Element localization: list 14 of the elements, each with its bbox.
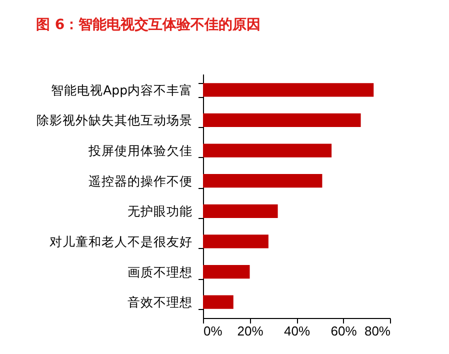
y-tick-label: 投屏使用体验欠佳 <box>88 143 192 158</box>
y-tick-label: 画质不理想 <box>128 264 192 280</box>
y-tick-label: 对儿童和老人不是很友好 <box>50 234 192 249</box>
y-tick-label: 音效不理想 <box>128 294 192 310</box>
chart-title: 图 6：智能电视交互体验不佳的原因 <box>36 16 261 33</box>
x-tick-label: 40% <box>284 324 310 338</box>
x-tick-label: 60% <box>330 324 358 338</box>
x-tick-label: 80% <box>364 324 391 338</box>
y-tick-label: 智能电视App内容不丰富 <box>51 82 192 98</box>
x-tick-label: 20% <box>237 324 264 338</box>
x-tick-label: 0% <box>204 324 223 338</box>
y-tick-label: 除影视外缺失其他互动场景 <box>36 112 192 128</box>
y-tick-label: 无护眼功能 <box>128 204 192 219</box>
y-tick-label: 遥控器的操作不便 <box>88 173 192 188</box>
